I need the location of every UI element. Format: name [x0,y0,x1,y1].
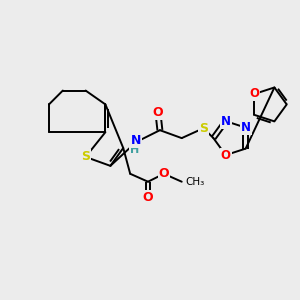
Text: O: O [159,167,169,180]
Text: O: O [250,87,260,101]
Text: O: O [221,148,231,162]
Text: S: S [199,122,208,135]
Text: S: S [81,150,90,164]
Text: O: O [143,191,153,204]
Text: CH₃: CH₃ [186,177,205,187]
Text: N: N [131,134,141,147]
Text: H: H [130,145,139,155]
Text: N: N [221,115,231,128]
Text: N: N [241,121,251,134]
Text: O: O [153,106,163,119]
